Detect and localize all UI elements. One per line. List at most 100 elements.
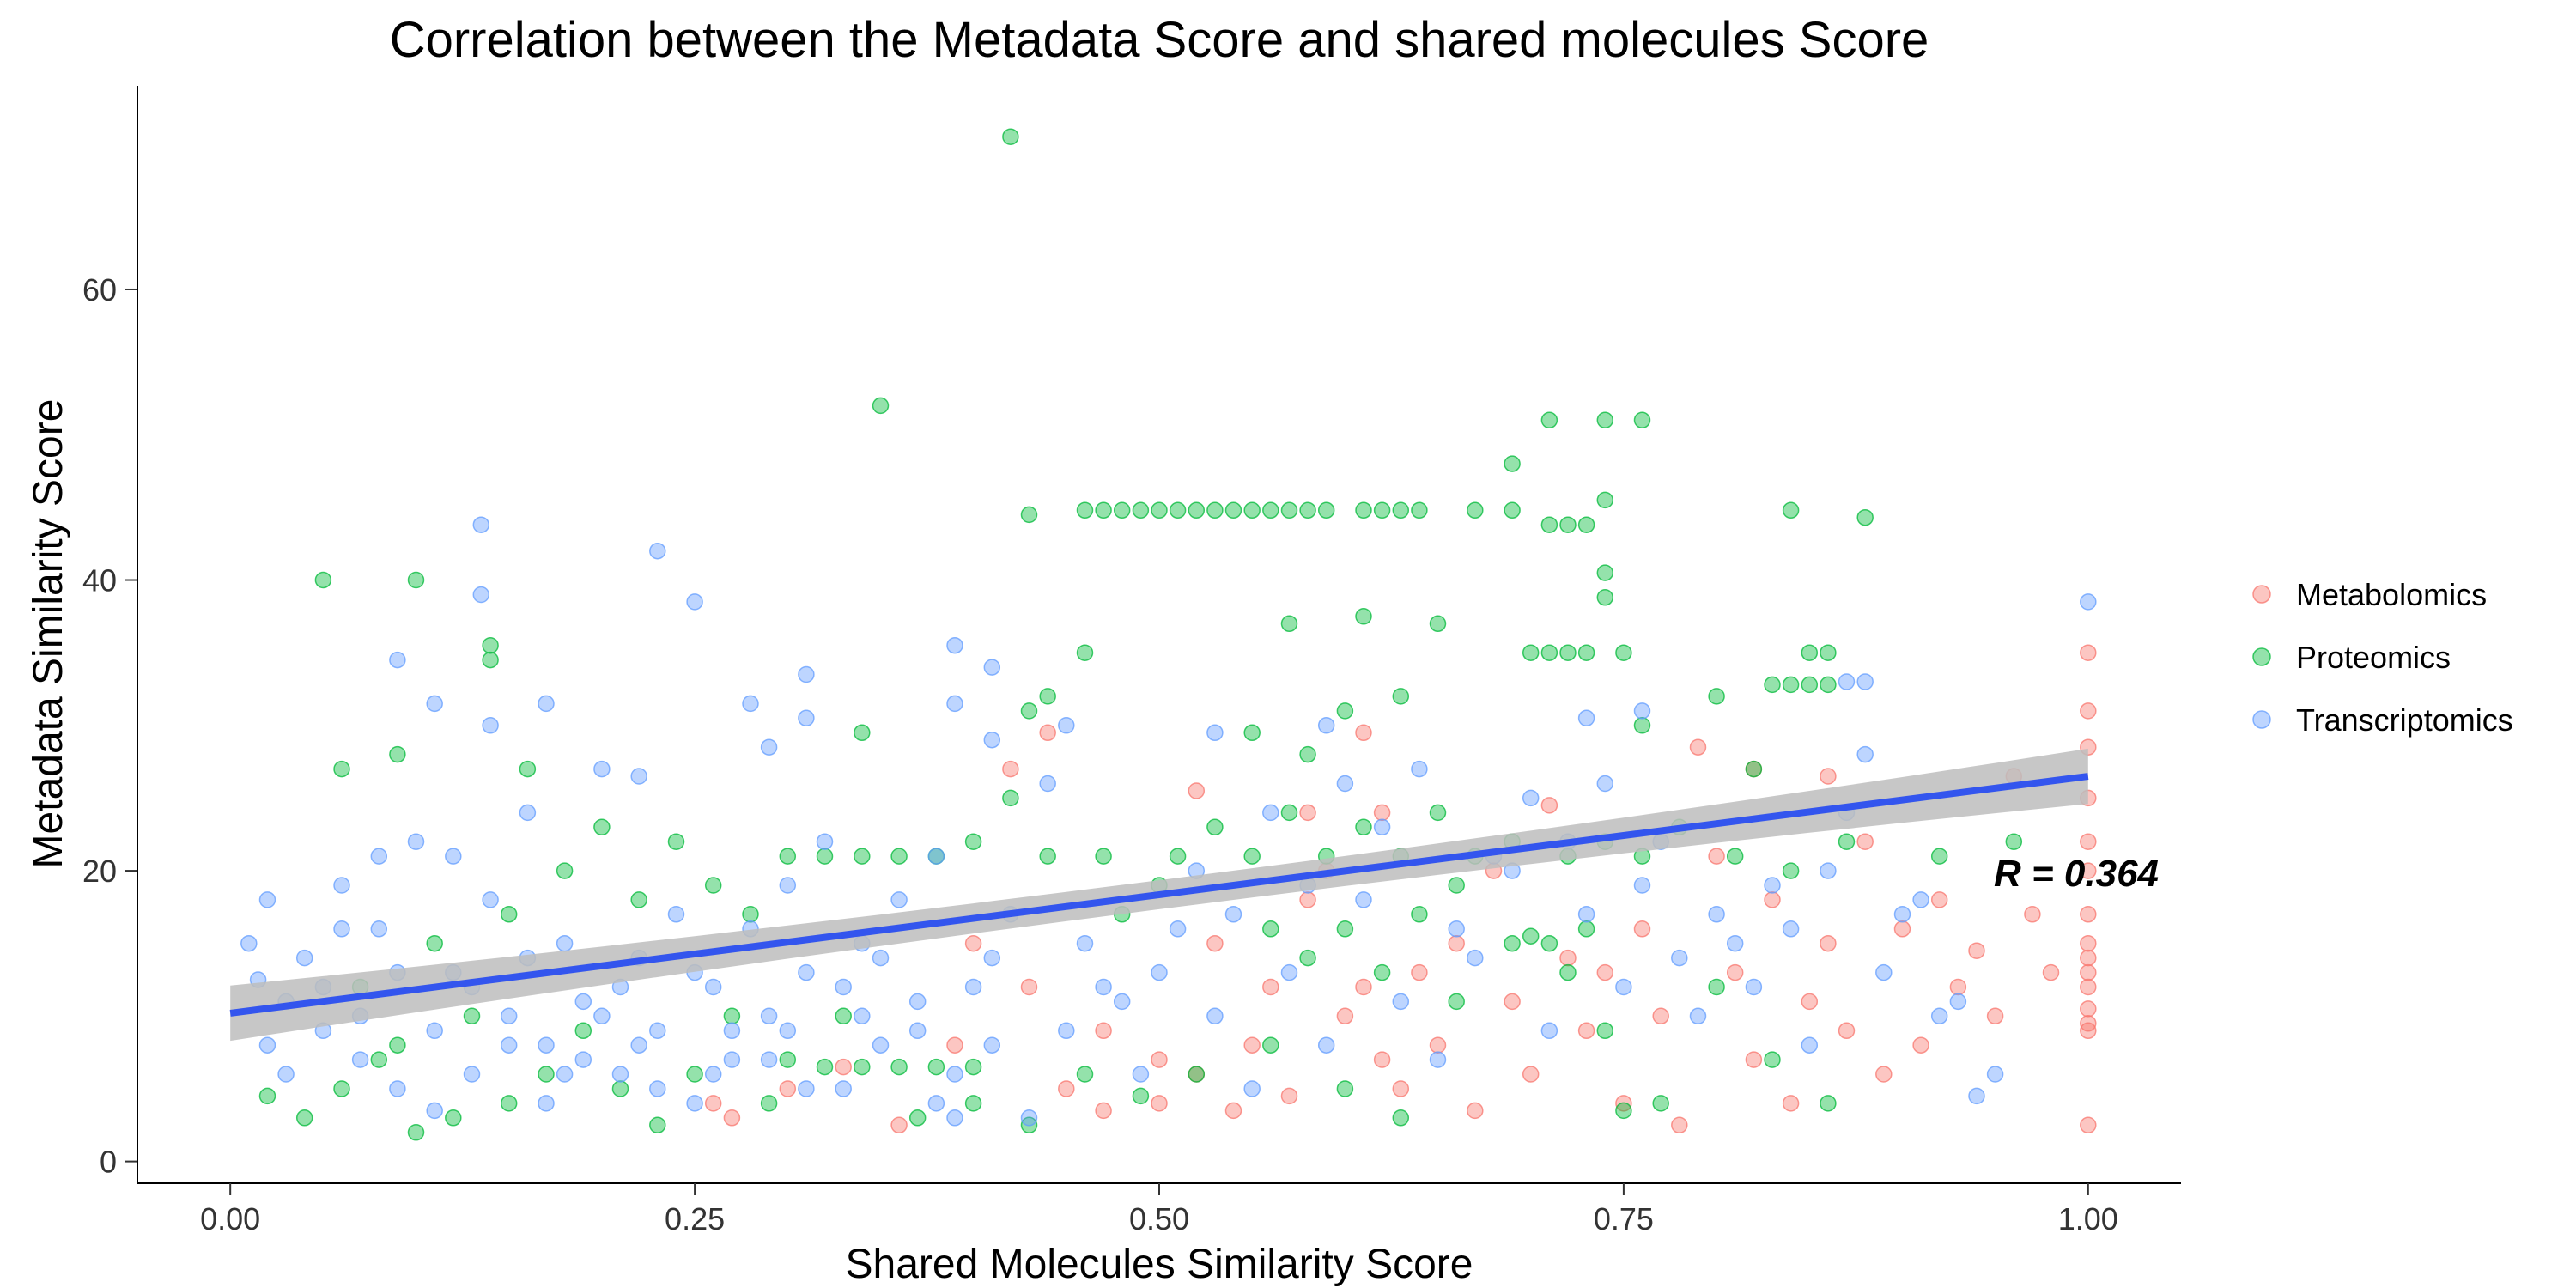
data-point-proteomics [1596,491,1614,509]
data-point-proteomics [1448,993,1465,1011]
data-point-metabolomics [2042,963,2060,981]
data-point-metabolomics [704,1095,722,1112]
data-point-metabolomics [1058,1080,1075,1097]
data-point-proteomics [1169,501,1187,519]
data-point-proteomics [854,724,871,742]
data-point-metabolomics [1151,1095,1168,1112]
data-point-transcriptomics [1355,891,1372,908]
data-point-transcriptomics [964,978,982,996]
data-point-proteomics [835,1007,852,1025]
data-point-transcriptomics [538,695,555,713]
data-point-metabolomics [2080,949,2097,967]
data-point-metabolomics [1467,1102,1484,1120]
data-point-proteomics [1615,1102,1632,1120]
data-point-transcriptomics [1058,717,1075,734]
data-point-metabolomics [1726,963,1744,981]
data-point-proteomics [1355,608,1372,625]
data-point-metabolomics [1224,1102,1242,1120]
data-point-metabolomics [1968,942,1985,959]
data-point-transcriptomics [1039,775,1056,793]
data-point-metabolomics [1355,724,1372,742]
data-point-transcriptomics [538,1095,555,1112]
data-point-transcriptomics [1169,920,1187,938]
data-point-proteomics [1820,644,1837,661]
data-point-metabolomics [2080,978,2097,996]
data-point-proteomics [1930,848,1948,865]
data-point-transcriptomics [1151,963,1168,981]
data-point-proteomics [482,651,499,669]
data-point-metabolomics [1820,934,1837,952]
data-point-proteomics [2005,833,2023,850]
data-point-proteomics [1262,920,1279,938]
data-point-proteomics [1782,862,1800,879]
x-ticks: 0.00 0.25 0.50 0.75 1.00 [200,1183,2118,1236]
data-point-transcriptomics [1689,1007,1707,1025]
data-point-proteomics [1429,615,1447,633]
data-point-transcriptomics [1392,993,1410,1011]
data-point-transcriptomics [835,978,852,996]
data-point-proteomics [1224,501,1242,519]
data-point-proteomics [686,1066,703,1083]
data-point-proteomics [574,1022,592,1040]
data-point-transcriptomics [704,978,722,996]
data-point-transcriptomics [1875,963,1893,981]
data-point-proteomics [1039,688,1056,705]
data-point-proteomics [1002,128,1019,145]
data-point-proteomics [1522,644,1540,661]
data-point-transcriptomics [649,1080,666,1097]
data-point-transcriptomics [1020,1109,1038,1127]
data-point-transcriptomics [946,1066,963,1083]
data-point-metabolomics [1986,1007,2004,1025]
data-point-proteomics [1856,508,1874,526]
data-point-proteomics [1801,644,1819,661]
data-point-proteomics [1076,1066,1094,1083]
data-point-transcriptomics [742,695,759,713]
data-point-transcriptomics [1820,862,1837,879]
data-point-proteomics [1280,501,1298,519]
legend-key-transcriptomics [2252,710,2271,729]
data-point-transcriptomics [704,1066,722,1083]
data-point-metabolomics [890,1116,908,1134]
data-point-transcriptomics [1373,818,1391,836]
data-point-transcriptomics [630,1036,647,1054]
data-point-metabolomics [2080,833,2097,850]
data-point-transcriptomics [798,665,815,683]
data-point-proteomics [370,1051,388,1068]
data-point-transcriptomics [1801,1036,1819,1054]
data-point-proteomics [1782,501,1800,519]
data-point-metabolomics [1708,848,1725,865]
data-point-transcriptomics [983,731,1001,749]
data-point-proteomics [854,848,871,865]
points-layer [240,128,2097,1141]
data-point-proteomics [1596,564,1614,581]
data-point-transcriptomics [333,877,350,894]
data-point-transcriptomics [983,1036,1001,1054]
data-point-transcriptomics [854,1007,871,1025]
data-point-proteomics [1429,804,1447,822]
data-point-transcriptomics [1615,978,1632,996]
data-point-transcriptomics [1577,709,1595,727]
x-tick-label: 0.50 [1129,1201,1189,1236]
data-point-metabolomics [1689,738,1707,756]
data-point-metabolomics [1540,797,1558,814]
data-point-proteomics [1243,848,1261,865]
data-point-transcriptomics [482,717,499,734]
data-point-proteomics [1262,1036,1279,1054]
data-point-metabolomics [964,934,982,952]
data-point-proteomics [1095,848,1112,865]
data-point-metabolomics [1095,1102,1112,1120]
data-point-transcriptomics [1132,1066,1150,1083]
data-point-metabolomics [835,1058,852,1076]
data-point-transcriptomics [723,1051,741,1068]
data-point-transcriptomics [1633,877,1651,894]
data-point-proteomics [1392,501,1410,519]
data-point-metabolomics [1448,934,1465,952]
data-point-proteomics [1559,963,1577,981]
data-point-transcriptomics [519,804,537,822]
data-point-proteomics [1317,501,1335,519]
data-point-transcriptomics [2080,593,2097,611]
x-tick-label: 0.75 [1594,1201,1654,1236]
data-point-transcriptomics [1949,993,1967,1011]
data-point-proteomics [1764,1051,1781,1068]
